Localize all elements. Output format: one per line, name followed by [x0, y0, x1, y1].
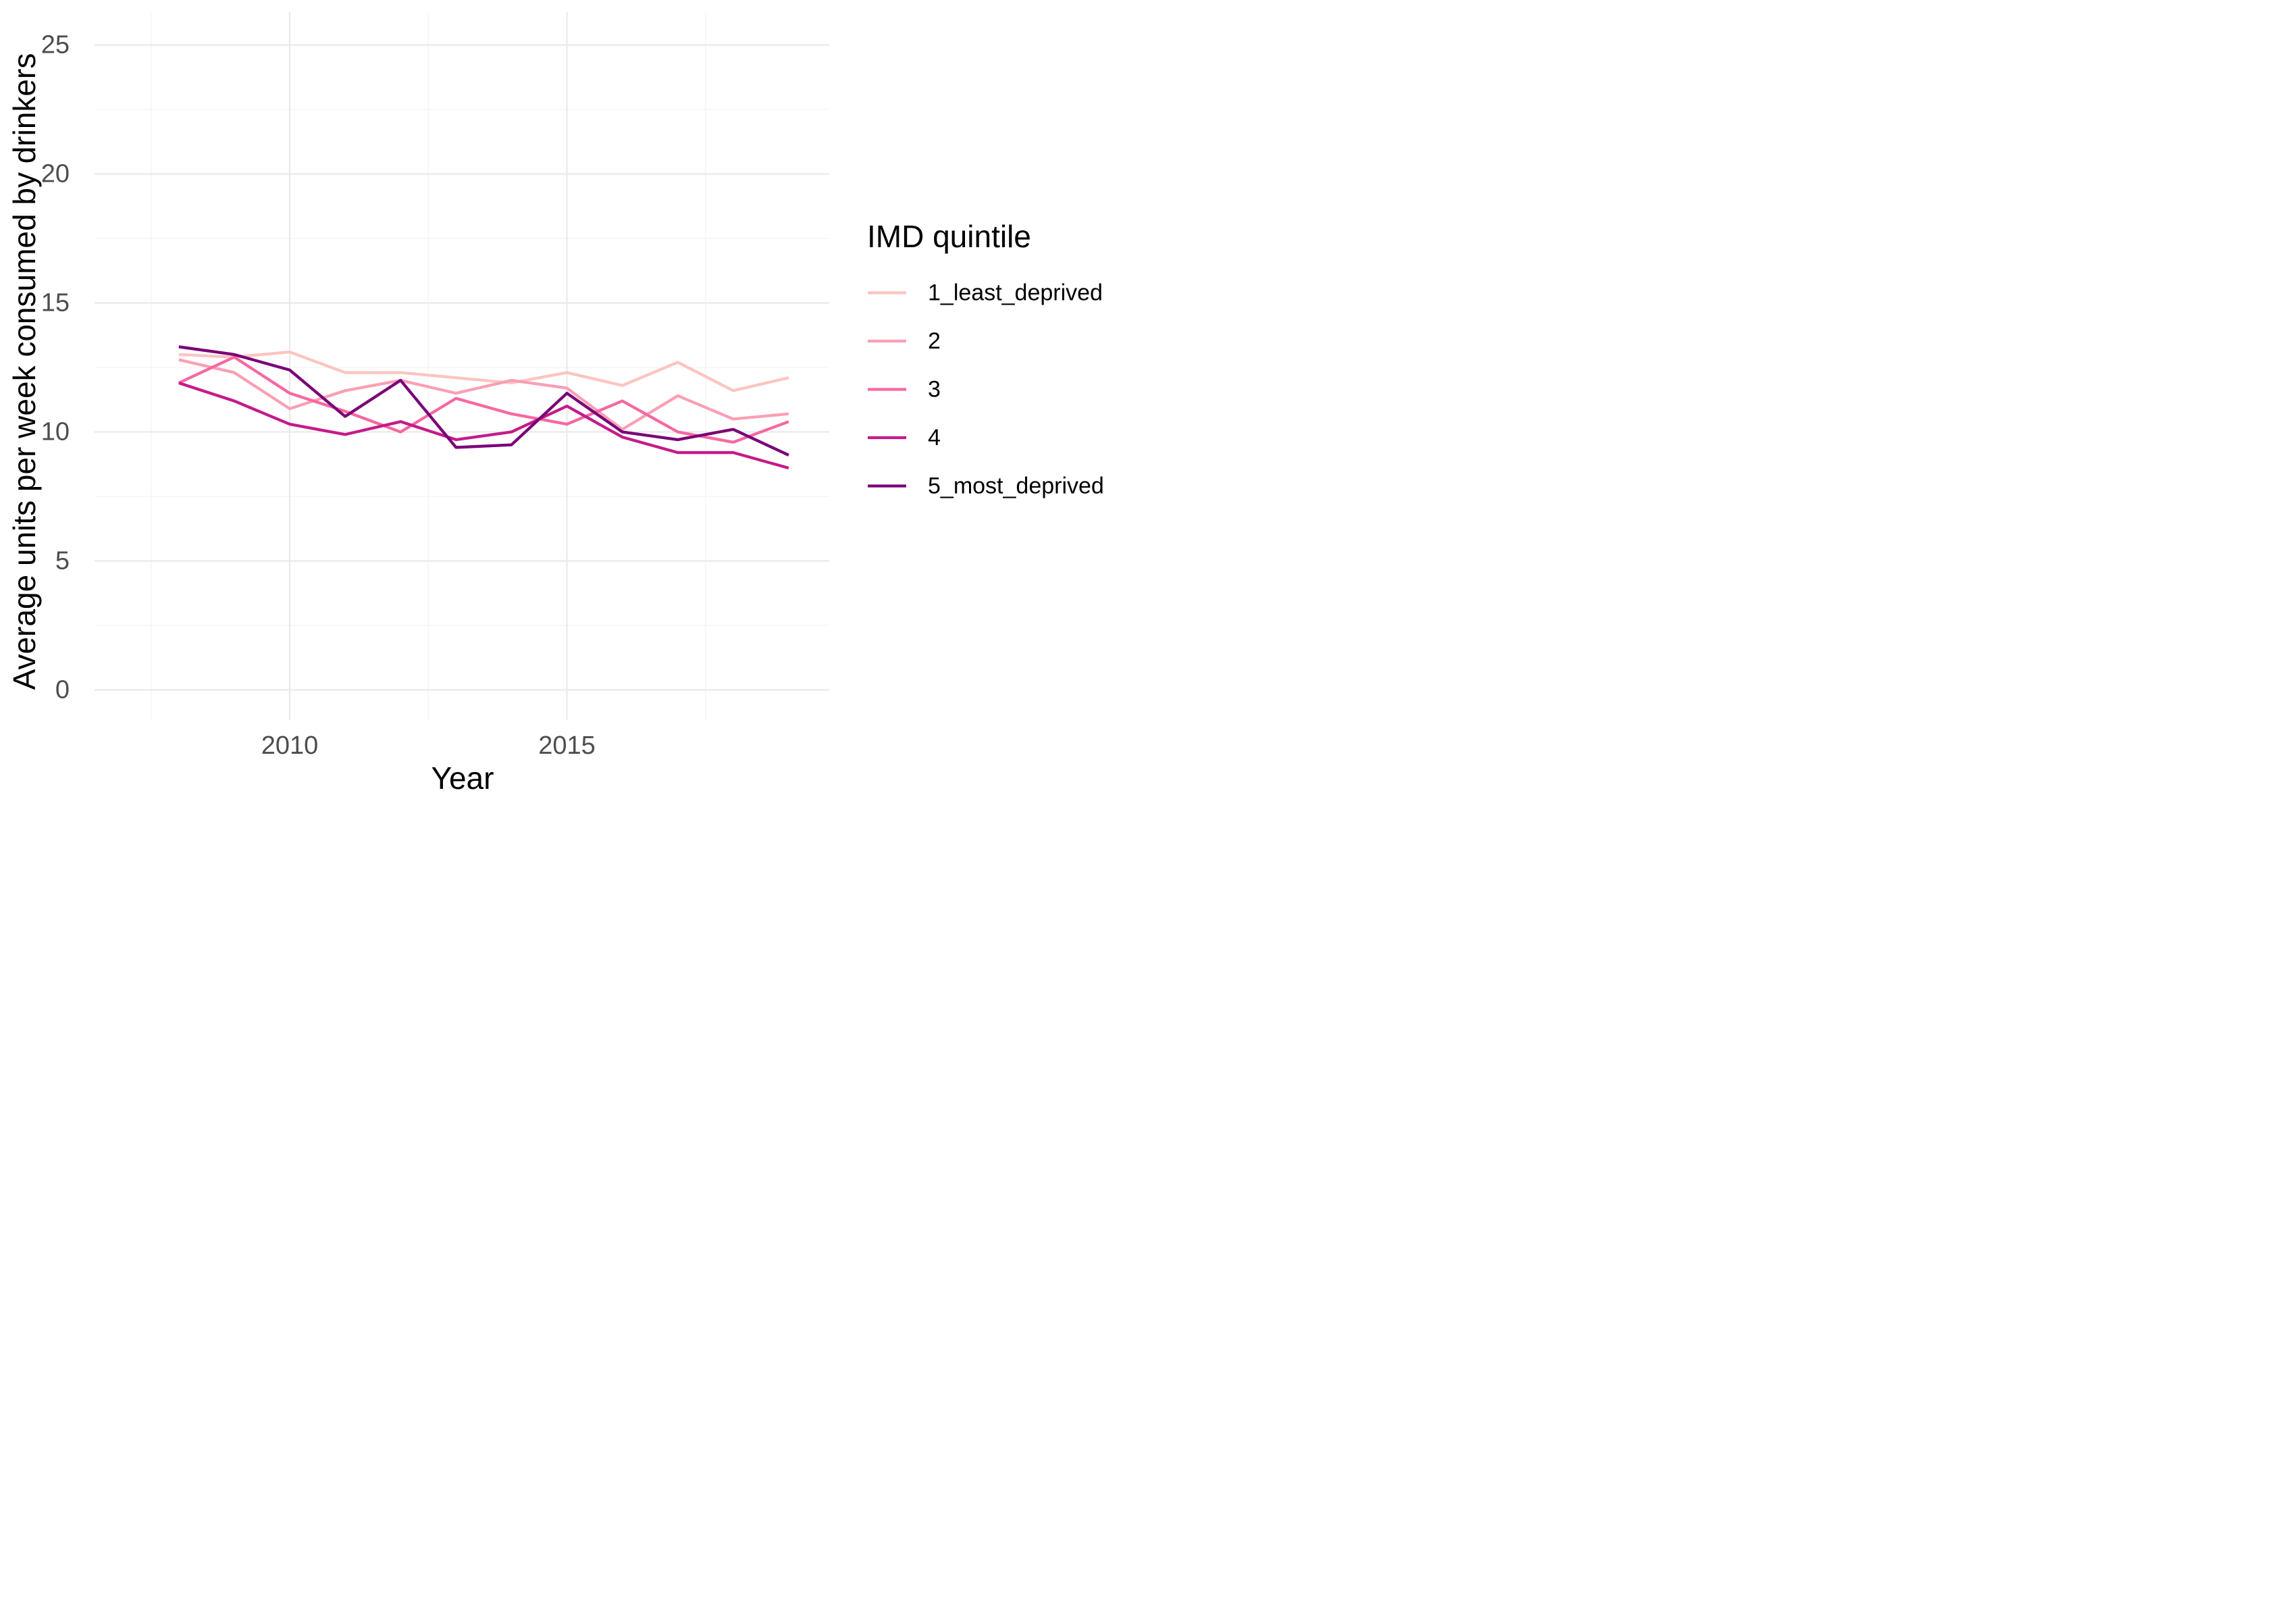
legend-label-5_most_deprived: 5_most_deprived: [928, 473, 1104, 499]
line-chart-figure: 0 5 10 15 20 25 2010 2015 Year Average units per …: [0, 0, 1148, 810]
y-tick-label-5: 5: [55, 547, 70, 575]
y-axis-title: Average units per week consumed by drink…: [7, 53, 42, 690]
legend-label-2: 2: [928, 328, 941, 354]
y-tick-label-15: 15: [41, 289, 70, 317]
legend-label-4: 4: [928, 425, 941, 451]
x-tick-label-2010: 2010: [261, 731, 319, 760]
legend-label-3: 3: [928, 377, 941, 403]
series-line-1_least_deprived: [178, 350, 789, 392]
legend-title: IMD quintile: [867, 219, 1031, 254]
x-axis-title: Year: [432, 761, 494, 796]
y-tick-label-20: 20: [41, 160, 70, 188]
y-tick-label-0: 0: [55, 676, 70, 704]
y-tick-label-25: 25: [41, 31, 70, 59]
legend-label-1_least_deprived: 1_least_deprived: [928, 280, 1103, 306]
x-tick-label-2015: 2015: [538, 731, 596, 760]
y-tick-label-10: 10: [41, 418, 70, 446]
series-line-4: [178, 381, 789, 470]
series-line-5_most_deprived: [178, 345, 789, 457]
series-line-2: [178, 358, 789, 431]
line-chart: 0 5 10 15 20 25 2010 2015 Year Average units per …: [7, 12, 1104, 796]
series-line-3: [178, 355, 789, 444]
